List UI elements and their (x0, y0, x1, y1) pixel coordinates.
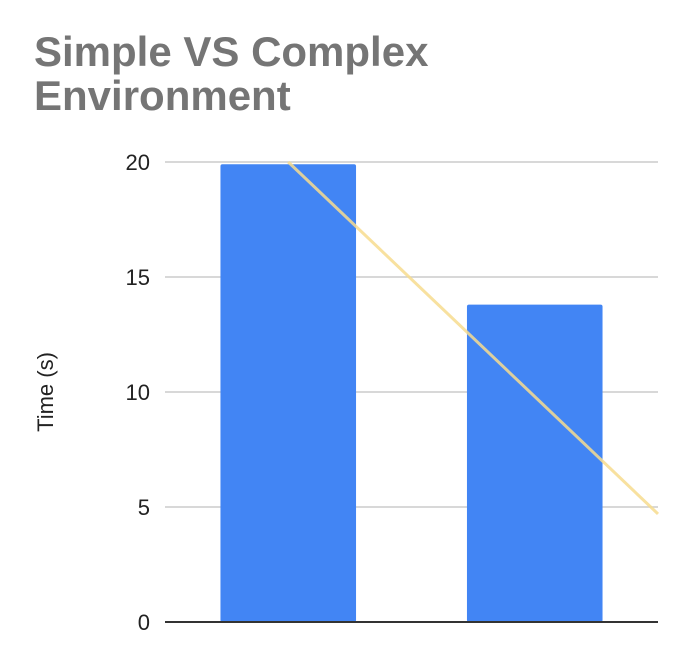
y-tick-label: 0 (138, 610, 150, 635)
y-axis-title: Time (s) (33, 352, 58, 432)
y-tick-label: 20 (126, 150, 150, 175)
y-tick-label: 10 (126, 380, 150, 405)
y-axis-ticks: 0 5 10 15 20 (126, 150, 150, 635)
chart-title: Simple VS Complex Environment (34, 28, 429, 119)
y-tick-label: 15 (126, 265, 150, 290)
trendline-layer (287, 160, 660, 515)
bars (220, 164, 603, 623)
trendline (287, 160, 660, 515)
y-tick-label: 5 (138, 495, 150, 520)
bar (466, 304, 603, 622)
bar (220, 164, 357, 623)
